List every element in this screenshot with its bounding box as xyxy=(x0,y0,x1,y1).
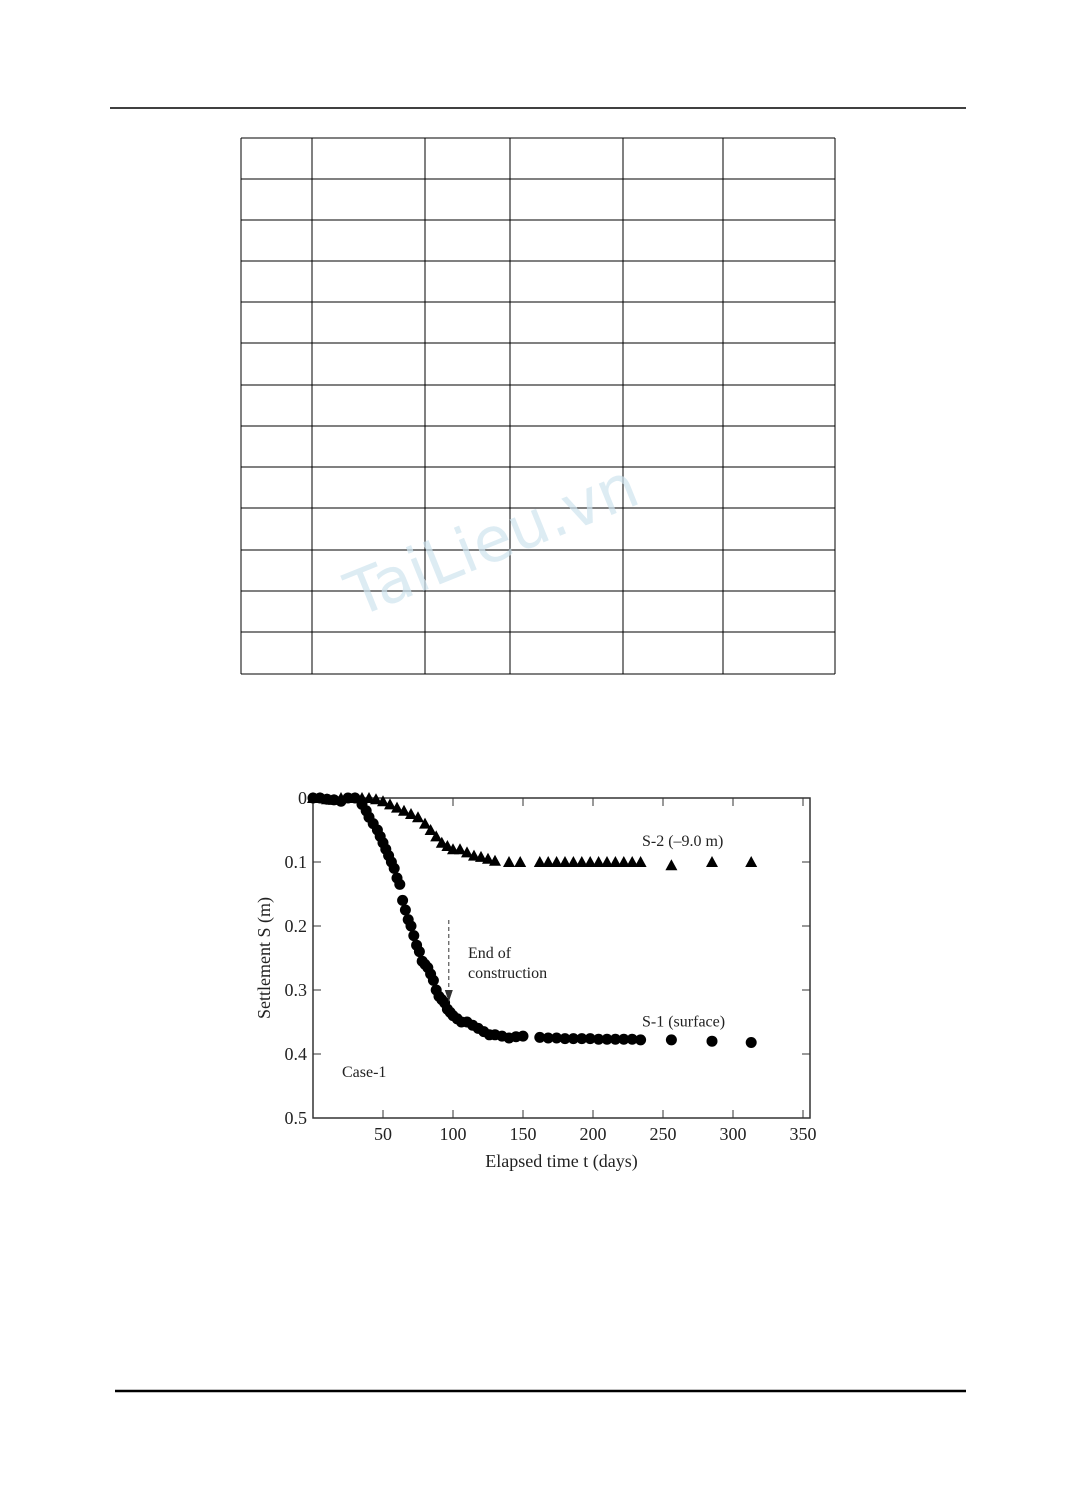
chart: 50 100 150 200 250 300 350 0 0.1 0.2 0.3 0.4 0.5 Elap… xyxy=(254,788,817,1172)
data-point xyxy=(408,930,420,942)
data-point xyxy=(419,817,431,829)
x-tick-label: 350 xyxy=(790,1124,817,1144)
annotation: End of xyxy=(468,945,512,962)
data-point xyxy=(626,1033,638,1045)
data-point xyxy=(551,1032,563,1044)
data-point xyxy=(618,1033,630,1045)
data-point xyxy=(559,856,571,867)
data-point xyxy=(592,856,605,867)
data-point xyxy=(617,856,630,867)
data-point xyxy=(454,843,466,855)
data-point xyxy=(405,920,417,932)
data-point xyxy=(542,856,555,867)
data-point xyxy=(584,856,597,867)
data-point xyxy=(363,792,375,803)
data-point xyxy=(609,1033,621,1045)
x-tick-label: 300 xyxy=(720,1124,747,1144)
data-point xyxy=(405,808,417,819)
data-point xyxy=(314,792,326,803)
data-point xyxy=(397,894,409,906)
watermark: TaiLieu.vn xyxy=(335,449,649,632)
data-point xyxy=(394,878,406,890)
data-point xyxy=(391,801,403,813)
x-tick-label: 200 xyxy=(580,1124,607,1144)
data-point xyxy=(567,856,580,867)
x-tick-label: 50 xyxy=(374,1124,392,1144)
data-point xyxy=(413,946,425,958)
data-point xyxy=(533,856,546,867)
data-point xyxy=(575,856,588,867)
annotation: Case-1 xyxy=(342,1064,386,1081)
data-point xyxy=(427,974,439,986)
data-point xyxy=(388,862,400,874)
data-point xyxy=(398,804,410,816)
data-point xyxy=(626,856,639,867)
data-point xyxy=(559,1033,571,1045)
data-point xyxy=(468,849,480,861)
x-axis-label: Elapsed time t (days) xyxy=(485,1151,637,1172)
data-point xyxy=(634,856,647,867)
data-point xyxy=(584,1033,596,1045)
plot-frame xyxy=(312,797,811,1119)
data-point xyxy=(489,854,501,866)
data-point xyxy=(517,1030,529,1042)
x-tick-label: 250 xyxy=(650,1124,677,1144)
data-point xyxy=(745,856,758,867)
data-point xyxy=(335,792,347,803)
data-point xyxy=(745,1036,757,1048)
data-point xyxy=(706,856,718,867)
data-point xyxy=(461,846,473,858)
data-point xyxy=(635,1034,647,1046)
y-tick-label: 0.2 xyxy=(285,916,308,936)
data-point xyxy=(424,824,437,835)
data-point xyxy=(399,904,411,916)
y-tick-label: 0.1 xyxy=(285,852,308,872)
data-point xyxy=(430,830,443,842)
data-point xyxy=(609,856,622,867)
data-point xyxy=(377,795,389,807)
data-point xyxy=(576,1033,588,1045)
y-tick-label: 0.3 xyxy=(285,980,308,1000)
data-point xyxy=(601,856,613,867)
series-label: S-1 (surface) xyxy=(642,1013,725,1030)
data-point xyxy=(370,793,382,805)
annotation: construction xyxy=(468,965,547,982)
data-point xyxy=(384,798,396,810)
data-point xyxy=(567,1033,579,1045)
data-point xyxy=(550,856,563,867)
x-tick-label: 100 xyxy=(440,1124,467,1144)
data-point xyxy=(706,1035,718,1047)
data-point xyxy=(593,1033,605,1045)
data-point xyxy=(601,1033,613,1045)
data-point xyxy=(475,850,487,862)
y-tick-label: 0.5 xyxy=(285,1108,308,1128)
data-point xyxy=(482,852,494,864)
data-point xyxy=(534,1031,546,1043)
data-point xyxy=(665,859,678,871)
data-point xyxy=(503,856,515,867)
y-tick-label: 0 xyxy=(298,788,307,808)
x-tick-label: 150 xyxy=(510,1124,537,1144)
arrow-head xyxy=(444,990,453,1002)
data-point xyxy=(514,856,527,867)
y-tick-label: 0.4 xyxy=(285,1044,308,1064)
empty-table xyxy=(240,137,836,675)
series-label: S-2 (–9.0 m) xyxy=(642,833,723,850)
data-point xyxy=(412,811,424,823)
data-point xyxy=(542,1032,554,1044)
data-point xyxy=(665,1034,677,1046)
y-axis-label: Settlement S (m) xyxy=(254,897,275,1019)
